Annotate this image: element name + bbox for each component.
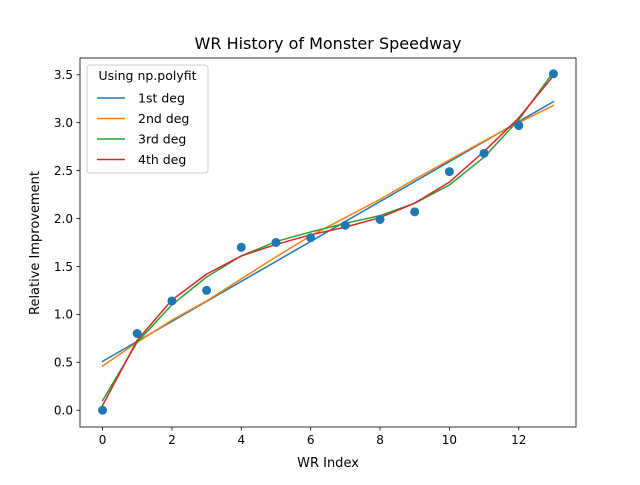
data-point bbox=[340, 220, 350, 230]
series-line-2 bbox=[101, 104, 555, 368]
plot-frame bbox=[79, 57, 577, 428]
x-tick-label: 12 bbox=[511, 433, 526, 447]
x-tick-label: 4 bbox=[237, 433, 245, 447]
data-point bbox=[479, 148, 489, 158]
series-line-3 bbox=[101, 70, 555, 402]
y-tick-label: 2.0 bbox=[54, 212, 73, 226]
x-tick-label: 2 bbox=[168, 433, 176, 447]
legend-title: Using np.polyfit bbox=[98, 68, 196, 83]
data-point bbox=[514, 121, 524, 131]
legend-label-3: 3rd deg bbox=[138, 132, 186, 147]
y-tick-label: 0.0 bbox=[54, 404, 73, 418]
y-axis-label: Relative Improvement bbox=[28, 171, 43, 315]
data-point bbox=[410, 207, 420, 217]
x-tick-label: 10 bbox=[442, 433, 457, 447]
y-tick-label: 0.5 bbox=[54, 356, 73, 370]
legend-label-2: 2nd deg bbox=[138, 111, 189, 126]
x-tick-label: 6 bbox=[307, 433, 315, 447]
chart-title: WR History of Monster Speedway bbox=[195, 34, 462, 53]
y-tick-label: 3.0 bbox=[54, 116, 73, 130]
data-point bbox=[548, 69, 558, 79]
y-axis: 0.0 0.5 1.0 1.5 2.0 2.5 3.0 3.5 bbox=[54, 68, 80, 418]
legend-label-4: 4th deg bbox=[138, 152, 186, 167]
data-point bbox=[167, 296, 177, 306]
y-tick-label: 1.5 bbox=[54, 260, 73, 274]
x-tick-label: 8 bbox=[376, 433, 384, 447]
legend: Using np.polyfit 1st deg 2nd deg 3rd deg 4th… bbox=[86, 64, 209, 174]
y-tick-label: 3.5 bbox=[54, 68, 73, 82]
y-tick-label: 2.5 bbox=[54, 164, 73, 178]
data-point bbox=[444, 167, 454, 177]
data-point bbox=[236, 242, 246, 252]
legend-label-1: 1st deg bbox=[138, 91, 185, 106]
data-point bbox=[306, 233, 316, 243]
data-point bbox=[271, 238, 281, 247]
x-tick-label: 0 bbox=[99, 433, 107, 447]
plot-area bbox=[79, 57, 577, 428]
data-point bbox=[202, 285, 212, 295]
data-point bbox=[375, 215, 385, 224]
data-point bbox=[132, 329, 142, 339]
x-axis-label: WR Index bbox=[297, 456, 359, 471]
series-line-4 bbox=[101, 74, 555, 407]
data-point bbox=[98, 405, 108, 415]
x-axis: 0 2 4 6 8 10 12 bbox=[99, 427, 526, 447]
legend-box bbox=[86, 64, 209, 174]
y-tick-label: 1.0 bbox=[54, 308, 73, 322]
